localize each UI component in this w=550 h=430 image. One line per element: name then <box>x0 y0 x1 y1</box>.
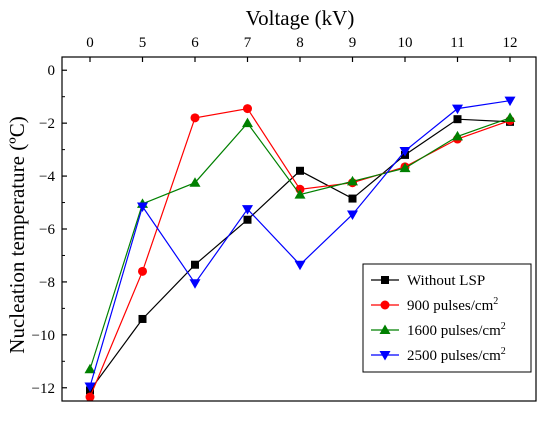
y-axis-title: Nucleation temperature (ºC) <box>5 116 29 353</box>
data-point <box>191 260 199 269</box>
y-tick-label: −10 <box>32 328 55 344</box>
data-point <box>347 175 358 186</box>
data-point <box>294 189 306 199</box>
series-4 <box>84 96 516 392</box>
data-point <box>452 104 463 115</box>
x-tick-label: 5 <box>139 35 147 51</box>
data-point <box>379 324 391 334</box>
legend-entry: 1600 pulses/cm2 <box>371 321 506 339</box>
plot-frame <box>61 56 537 402</box>
data-point <box>296 166 304 175</box>
data-point <box>399 146 411 157</box>
data-point <box>138 314 147 323</box>
data-point <box>347 210 358 220</box>
y-tick-label: −8 <box>39 275 55 291</box>
data-point <box>138 266 147 276</box>
x-tick-label: 0 <box>86 35 94 51</box>
legend-entry: 900 pulses/cm2 <box>371 296 498 314</box>
legend-label-superscript: 2 <box>501 321 506 332</box>
series-3 <box>84 112 516 374</box>
x-tick-label: 9 <box>349 35 357 51</box>
data-point <box>137 202 148 213</box>
y-tick-label: −4 <box>39 169 55 185</box>
legend-label-superscript: 2 <box>501 346 506 357</box>
y-tick-label: −6 <box>39 222 55 238</box>
data-point <box>380 300 390 310</box>
x-tick-label: 8 <box>296 35 304 51</box>
x-tick-label: 7 <box>244 35 252 51</box>
series-layer <box>84 96 516 402</box>
data-point <box>85 392 95 402</box>
data-point <box>189 177 201 187</box>
data-point <box>84 363 96 374</box>
data-point <box>243 215 252 224</box>
y-tick-label: 0 <box>48 63 56 79</box>
x-tick-label: 6 <box>191 35 199 51</box>
legend-box <box>362 263 532 373</box>
legend-entry: Without LSP <box>371 273 485 289</box>
data-point <box>243 104 252 114</box>
data-point <box>242 205 253 215</box>
legend-entry: 2500 pulses/cm2 <box>371 346 506 364</box>
x-axis-title: Voltage (kV) <box>246 6 355 30</box>
y-tick-label: −12 <box>32 381 55 397</box>
legend-label: Without LSP <box>407 273 485 289</box>
legend-label: 900 pulses/cm2 <box>407 296 498 314</box>
x-tick-label: 10 <box>398 35 413 51</box>
data-point <box>399 162 411 173</box>
y-tick-label: −2 <box>39 116 55 132</box>
data-point <box>504 112 516 122</box>
data-point <box>381 276 389 284</box>
y-axis-ticks: −12 −10 −8 −6 −4 −2 0 <box>32 63 67 397</box>
data-point <box>452 130 463 141</box>
legend-label: 2500 pulses/cm2 <box>407 346 506 364</box>
data-point <box>379 351 391 361</box>
data-point <box>190 113 200 123</box>
legend-label: 1600 pulses/cm2 <box>407 321 506 339</box>
data-point <box>189 279 201 289</box>
data-point <box>84 382 96 392</box>
data-point <box>348 194 357 203</box>
data-point <box>294 260 306 271</box>
x-tick-label: 12 <box>503 35 518 51</box>
data-point <box>453 115 462 124</box>
x-axis-ticks: 0 5 6 7 8 9 10 11 12 <box>86 35 518 62</box>
data-point <box>242 117 253 128</box>
legend-label-superscript: 2 <box>493 296 498 307</box>
data-point <box>504 96 516 107</box>
x-tick-label: 11 <box>450 35 464 51</box>
legend: Without LSP 900 pulses/cm2 1600 pulses/cm2… <box>362 263 532 373</box>
